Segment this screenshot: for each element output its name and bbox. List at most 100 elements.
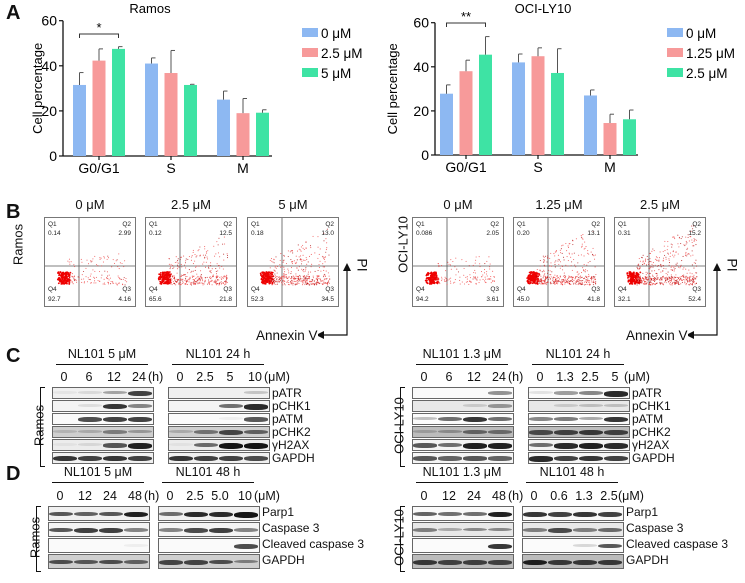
event-dot (636, 279, 639, 281)
event-dot (305, 247, 307, 249)
event-dot (328, 275, 330, 277)
y-tick-label: 40 (41, 58, 57, 74)
event-dot (478, 256, 480, 258)
event-dot (274, 277, 277, 279)
event-dot (317, 236, 319, 238)
quadrant-q3-name: Q3 (591, 286, 600, 293)
event-dot (222, 268, 224, 270)
event-dot (90, 282, 92, 284)
bar (623, 119, 636, 155)
quadrant-q2-value: 13.1 (587, 230, 600, 237)
wb-treatment-header: NL101 24 h (545, 347, 611, 361)
event-dot (485, 278, 487, 280)
protein-band (78, 443, 102, 446)
event-dot (656, 282, 658, 284)
event-dot (535, 283, 537, 285)
event-dot (680, 238, 682, 240)
panel-letter-d: D (6, 463, 21, 485)
event-dot (327, 272, 329, 274)
event-dot (173, 278, 175, 280)
event-dot (274, 266, 276, 268)
event-dot (673, 276, 675, 278)
event-dot (87, 277, 89, 279)
event-dot (190, 259, 192, 261)
event-dot (676, 279, 678, 281)
event-dot (426, 279, 428, 282)
event-dot (303, 277, 305, 279)
wb-blot-strip (522, 506, 624, 521)
event-dot (85, 276, 87, 278)
event-dot (636, 266, 638, 268)
event-dot (224, 284, 226, 286)
event-dot (693, 274, 695, 276)
event-dot (435, 274, 438, 277)
event-dot (544, 273, 546, 275)
wb-lane-unit: (μM) (264, 370, 290, 384)
event-dot (649, 282, 651, 284)
protein-band (438, 527, 462, 531)
event-dot (225, 282, 227, 284)
event-dot (652, 266, 654, 268)
event-dot (210, 280, 212, 282)
event-dot (320, 270, 322, 272)
event-dot (650, 266, 652, 268)
event-dot (92, 269, 94, 271)
event-dot (664, 277, 666, 279)
event-dot (656, 275, 658, 277)
wb-bracket (36, 506, 41, 572)
event-dot (95, 282, 97, 284)
protein-band (554, 443, 578, 449)
event-dot (200, 279, 202, 281)
event-dot (62, 273, 64, 276)
event-dot (550, 276, 552, 278)
bar (551, 72, 564, 155)
event-dot (676, 262, 678, 264)
event-dot (118, 268, 120, 270)
event-dot (648, 284, 650, 286)
event-dot (664, 278, 666, 280)
event-dot (643, 263, 645, 265)
wb-protein-label: pATM (272, 412, 304, 426)
event-dot (430, 280, 433, 282)
event-dot (548, 276, 551, 278)
event-dot (175, 256, 177, 258)
event-dot (487, 278, 489, 280)
event-dot (670, 277, 672, 279)
protein-band (244, 391, 268, 394)
event-dot (492, 270, 494, 272)
event-dot (565, 264, 567, 266)
event-dot (652, 283, 654, 285)
event-dot (182, 278, 184, 280)
event-dot (311, 283, 313, 285)
event-dot (634, 276, 636, 279)
event-dot (112, 282, 114, 284)
event-dot (663, 245, 665, 247)
event-dot (294, 278, 296, 280)
event-dot (559, 249, 561, 251)
event-dot (181, 266, 183, 268)
event-dot (208, 282, 210, 284)
event-dot (106, 277, 108, 279)
event-dot (113, 262, 116, 264)
event-dot (161, 281, 163, 284)
event-dot (192, 270, 195, 272)
protein-band (463, 527, 487, 532)
event-dot (97, 279, 99, 282)
event-dot (167, 276, 169, 278)
event-dot (648, 263, 650, 265)
event-dot (165, 280, 168, 283)
protein-band (234, 543, 258, 549)
bar (236, 113, 250, 156)
event-dot (194, 253, 196, 256)
event-dot (226, 254, 229, 257)
event-dot (681, 281, 683, 284)
wb-protein-label: pCHK2 (272, 425, 311, 439)
event-dot (549, 265, 551, 267)
event-dot (593, 258, 596, 260)
event-dot (448, 263, 450, 265)
event-dot (278, 278, 281, 281)
event-dot (179, 283, 181, 285)
event-dot (296, 278, 298, 280)
event-dot (74, 279, 76, 281)
protein-band (159, 527, 183, 532)
